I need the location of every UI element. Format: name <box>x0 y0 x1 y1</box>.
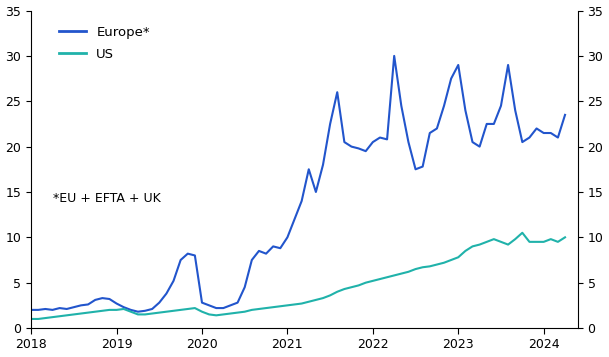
Legend: Europe*, US: Europe*, US <box>54 20 155 66</box>
Text: *EU + EFTA + UK: *EU + EFTA + UK <box>53 191 161 205</box>
